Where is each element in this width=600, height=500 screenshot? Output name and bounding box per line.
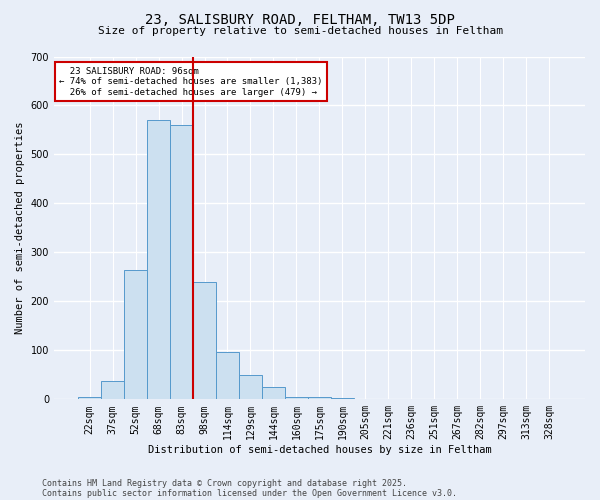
Bar — [78, 397, 101, 400]
Bar — [101, 381, 124, 400]
Bar — [147, 120, 170, 400]
Bar — [193, 282, 216, 400]
Bar — [285, 397, 308, 400]
Text: 23 SALISBURY ROAD: 96sqm
← 74% of semi-detached houses are smaller (1,383)
  26%: 23 SALISBURY ROAD: 96sqm ← 74% of semi-d… — [59, 67, 323, 96]
X-axis label: Distribution of semi-detached houses by size in Feltham: Distribution of semi-detached houses by … — [148, 445, 491, 455]
Bar — [216, 352, 239, 400]
Bar — [124, 270, 147, 400]
Y-axis label: Number of semi-detached properties: Number of semi-detached properties — [15, 122, 25, 334]
Bar — [331, 398, 354, 400]
Text: Contains HM Land Registry data © Crown copyright and database right 2025.: Contains HM Land Registry data © Crown c… — [42, 478, 407, 488]
Bar — [239, 375, 262, 400]
Bar — [262, 387, 285, 400]
Bar — [308, 397, 331, 400]
Text: 23, SALISBURY ROAD, FELTHAM, TW13 5DP: 23, SALISBURY ROAD, FELTHAM, TW13 5DP — [145, 12, 455, 26]
Text: Size of property relative to semi-detached houses in Feltham: Size of property relative to semi-detach… — [97, 26, 503, 36]
Text: Contains public sector information licensed under the Open Government Licence v3: Contains public sector information licen… — [42, 488, 457, 498]
Bar — [170, 125, 193, 400]
